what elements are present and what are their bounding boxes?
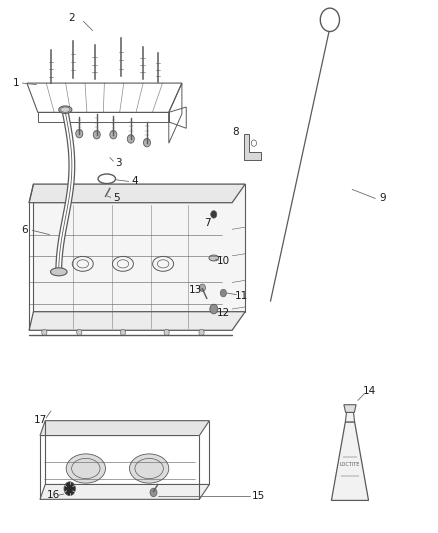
Circle shape bbox=[199, 284, 205, 292]
Polygon shape bbox=[332, 422, 368, 500]
Ellipse shape bbox=[50, 268, 67, 276]
Circle shape bbox=[220, 289, 226, 297]
Text: 17: 17 bbox=[34, 415, 47, 425]
Ellipse shape bbox=[66, 454, 106, 483]
Text: 13: 13 bbox=[188, 286, 201, 295]
Polygon shape bbox=[40, 421, 209, 435]
Circle shape bbox=[150, 488, 157, 497]
Circle shape bbox=[110, 131, 117, 139]
Text: 7: 7 bbox=[205, 219, 211, 229]
Circle shape bbox=[211, 211, 217, 218]
Polygon shape bbox=[33, 184, 245, 312]
Polygon shape bbox=[29, 312, 245, 330]
Circle shape bbox=[127, 135, 134, 143]
Polygon shape bbox=[244, 134, 261, 160]
Circle shape bbox=[77, 329, 82, 336]
Text: 16: 16 bbox=[46, 490, 60, 500]
Circle shape bbox=[144, 139, 150, 147]
Polygon shape bbox=[29, 184, 245, 203]
Circle shape bbox=[93, 131, 100, 139]
Text: 9: 9 bbox=[379, 193, 386, 204]
Text: 15: 15 bbox=[252, 491, 265, 501]
Circle shape bbox=[76, 130, 83, 138]
Text: 4: 4 bbox=[132, 176, 138, 187]
Text: 6: 6 bbox=[21, 225, 28, 236]
Polygon shape bbox=[40, 484, 209, 499]
Text: 8: 8 bbox=[232, 127, 239, 137]
Polygon shape bbox=[345, 413, 355, 422]
Text: 3: 3 bbox=[115, 158, 122, 168]
Text: 14: 14 bbox=[363, 386, 376, 396]
Circle shape bbox=[64, 482, 75, 496]
Text: 10: 10 bbox=[217, 256, 230, 266]
Text: 1: 1 bbox=[13, 78, 19, 88]
Text: 5: 5 bbox=[113, 193, 120, 204]
Polygon shape bbox=[344, 405, 356, 413]
Text: 2: 2 bbox=[68, 13, 75, 23]
Circle shape bbox=[210, 304, 218, 314]
Text: LOCTITE: LOCTITE bbox=[340, 462, 360, 466]
Circle shape bbox=[42, 329, 47, 336]
Circle shape bbox=[120, 329, 126, 336]
Ellipse shape bbox=[209, 255, 219, 261]
Ellipse shape bbox=[130, 454, 169, 483]
Circle shape bbox=[164, 329, 169, 336]
Circle shape bbox=[199, 329, 204, 336]
Ellipse shape bbox=[59, 106, 72, 114]
Text: 11: 11 bbox=[235, 290, 248, 301]
Text: 12: 12 bbox=[217, 308, 230, 318]
